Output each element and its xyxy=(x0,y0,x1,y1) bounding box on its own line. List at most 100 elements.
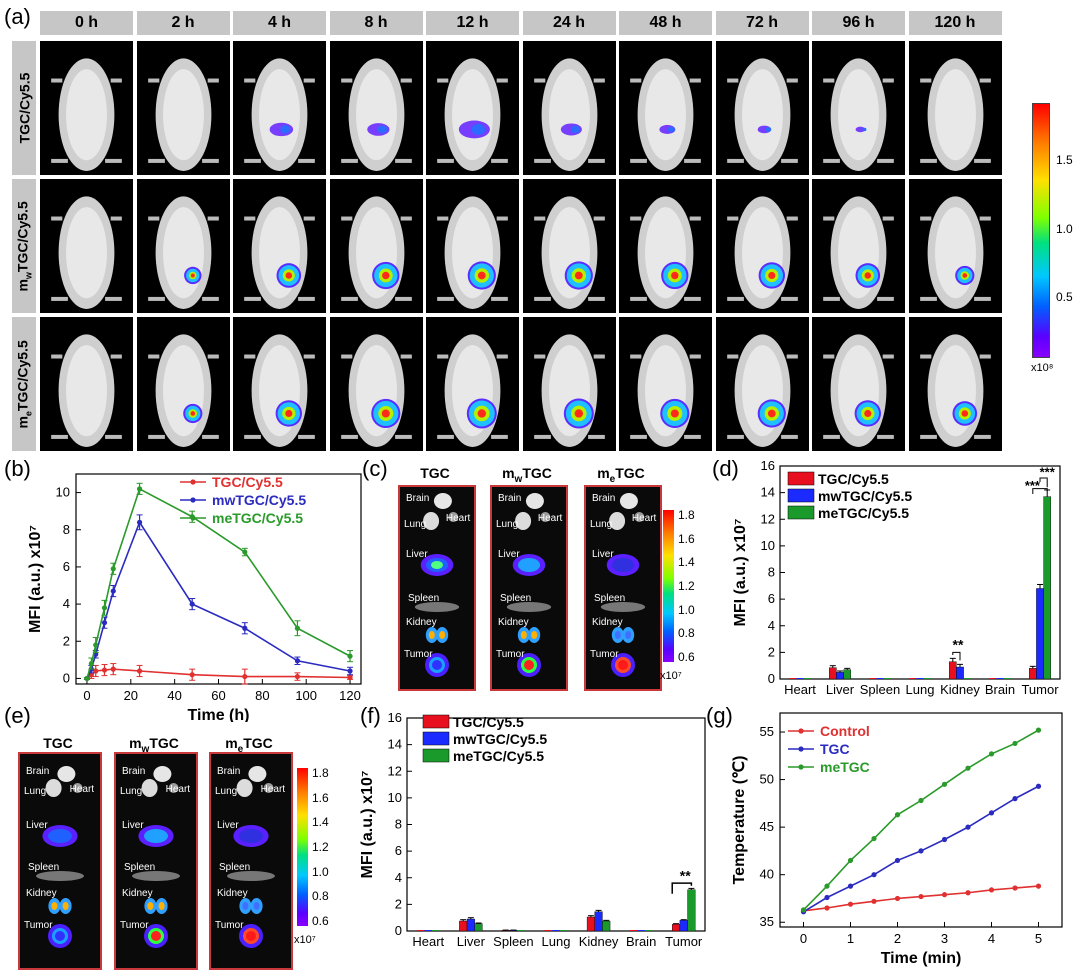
organ-spleen xyxy=(414,602,460,612)
y-tick-label: 4 xyxy=(395,870,402,885)
organ-label: Spleen xyxy=(408,593,440,604)
mouse-image xyxy=(908,179,1002,313)
data-point xyxy=(101,620,108,626)
mouse-leg xyxy=(147,434,165,439)
colorbar-unit: x10⁷ xyxy=(660,670,682,682)
mouse-leg xyxy=(244,78,256,83)
mouse-body-highlight xyxy=(934,69,976,161)
y-tick-label: 14 xyxy=(761,485,775,500)
mouse-image xyxy=(908,317,1002,451)
group-title: TGC xyxy=(420,465,450,481)
mouse-leg xyxy=(780,158,798,163)
x-tick-label: 2 xyxy=(894,931,901,946)
organ-label: Liver xyxy=(122,820,144,831)
y-tick-label: 2 xyxy=(395,896,402,911)
plot-frame xyxy=(779,712,1063,928)
mouse-leg xyxy=(400,216,412,221)
data-point xyxy=(242,673,248,680)
fluorescence-core xyxy=(671,271,679,280)
fluorescence-core xyxy=(864,409,872,418)
mouse-leg xyxy=(726,78,738,83)
bar xyxy=(989,678,997,679)
time-header: 12 h xyxy=(426,11,519,35)
mouse-silhouette xyxy=(147,196,219,309)
mouse-body-highlight xyxy=(452,69,493,161)
y-tick-label: 0 xyxy=(768,671,775,686)
data-point xyxy=(93,668,99,674)
x-tick-label: 120 xyxy=(339,688,361,703)
bar xyxy=(466,918,475,932)
x-tick-label: Spleen xyxy=(860,682,900,697)
y-tick-label: 8 xyxy=(63,522,70,537)
colorbar xyxy=(297,768,308,926)
mouse-leg xyxy=(882,216,894,221)
data-point xyxy=(871,872,877,878)
fluorescence-core xyxy=(477,271,486,280)
mouse-leg xyxy=(201,434,219,439)
mouse-leg xyxy=(496,78,508,83)
mouse-image xyxy=(329,317,423,451)
legend-label: TGC xyxy=(820,741,850,757)
organ-kidney-signal xyxy=(158,902,165,910)
mouse-leg xyxy=(298,296,315,301)
organ-kidney-signal xyxy=(439,631,446,639)
data-point xyxy=(871,835,877,842)
mouse-leg xyxy=(823,216,835,221)
organ-image: Brain Lung Heart Liver Spleen Kidney Tumor xyxy=(209,752,293,970)
mouse-leg xyxy=(726,434,744,439)
y-tick-label: 6 xyxy=(63,559,70,574)
mouse-silhouette xyxy=(919,58,991,171)
mouse-leg xyxy=(491,158,508,163)
y-axis-label: MFI (a.u.) x10⁷ xyxy=(732,519,749,627)
organ-label: Heart xyxy=(445,513,471,524)
x-tick-label: 4 xyxy=(988,931,995,946)
x-tick-label: Tumor xyxy=(665,934,703,949)
data-point xyxy=(800,907,807,913)
fluorescence-core xyxy=(280,125,291,134)
bar xyxy=(883,678,891,679)
fluorescence-core xyxy=(285,272,293,279)
data-point xyxy=(101,605,108,611)
data-point xyxy=(918,797,924,804)
fluorescence-core xyxy=(381,271,390,280)
data-point xyxy=(988,810,995,816)
mouse-silhouette xyxy=(340,58,412,171)
data-point xyxy=(189,672,195,678)
bar xyxy=(474,923,483,932)
data-point xyxy=(941,892,948,898)
legend-marker xyxy=(190,515,196,521)
mouse-silhouette xyxy=(533,196,605,309)
mouse-leg xyxy=(51,158,68,163)
fluorescence-core xyxy=(862,127,867,132)
y-tick-label: 8 xyxy=(395,817,402,832)
y-tick-label: 2 xyxy=(63,633,70,648)
mouse-body-highlight xyxy=(259,69,300,161)
x-tick-label: Brain xyxy=(626,934,656,949)
fluorescence-core xyxy=(189,411,195,416)
organ-image: Brain Lung Heart Liver Spleen Kidney Tumor xyxy=(490,485,568,691)
data-point xyxy=(894,812,901,818)
fluorescence-core xyxy=(477,409,486,418)
data-point xyxy=(965,765,971,771)
organ-label: Kidney xyxy=(26,888,57,899)
legend-marker xyxy=(798,764,804,770)
legend-label: TGC/Cy5.5 xyxy=(453,714,524,730)
mouse-leg xyxy=(147,78,159,83)
y-tick-label: 35 xyxy=(760,914,774,929)
y-tick-label: 55 xyxy=(760,724,774,739)
mouse-silhouette xyxy=(630,58,701,171)
organ-label: Lung xyxy=(590,519,613,530)
organ-brain xyxy=(57,766,76,782)
organ-spleen xyxy=(506,602,552,612)
significance-label: *** xyxy=(1040,465,1056,480)
mouse-leg xyxy=(201,296,219,301)
data-point xyxy=(242,549,248,555)
x-tick-label: 0 xyxy=(800,931,807,946)
row-header: TGC/Cy5.5 xyxy=(12,41,36,175)
data-point xyxy=(347,653,353,659)
organ-liver-signal xyxy=(144,829,168,843)
y-tick-label: 16 xyxy=(761,458,775,473)
mouse-leg xyxy=(394,434,412,439)
organ-liver-signal xyxy=(611,558,635,572)
